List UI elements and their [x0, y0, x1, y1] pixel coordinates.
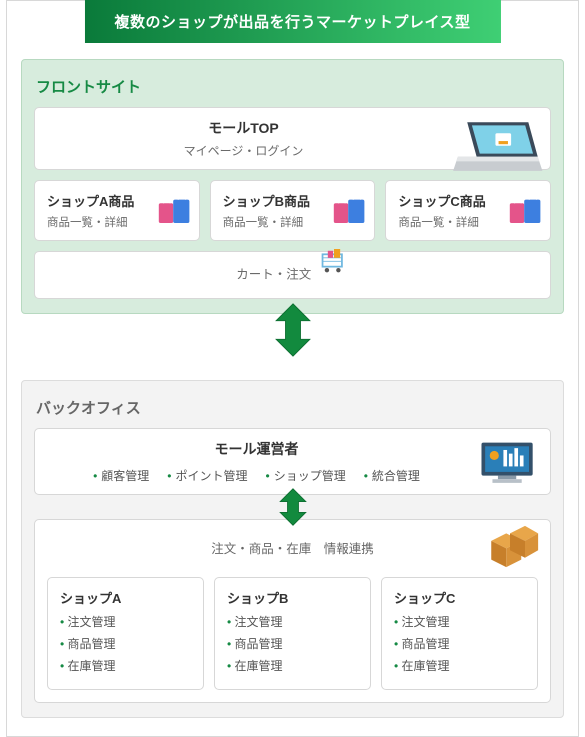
- shop-a-products: ショップA商品 商品一覧・詳細: [34, 180, 200, 241]
- op-item: ポイント管理: [167, 467, 247, 484]
- linkage-box: 注文・商品・在庫 情報連携 ショップA 注文管理 商品管理: [34, 519, 551, 703]
- shopping-bags-icon: [508, 196, 544, 226]
- shop-mgr-title: ショップC: [394, 588, 525, 607]
- mgr-item: 商品管理: [227, 635, 358, 652]
- shop-mgr-title: ショップB: [227, 588, 358, 607]
- bidirectional-arrow-small-icon: [273, 487, 313, 527]
- monitor-icon: [476, 439, 540, 487]
- mgr-item: 注文管理: [227, 613, 358, 630]
- mgr-item: 在庫管理: [227, 657, 358, 674]
- mall-top-sub: マイページ・ログイン: [47, 142, 440, 159]
- front-section: フロントサイト モールTOP マイページ・ログイン ショップA商品 商品一覧・詳…: [21, 59, 564, 314]
- back-title: バックオフィス: [34, 393, 551, 428]
- op-item: 顧客管理: [93, 467, 149, 484]
- mgr-item: 在庫管理: [60, 657, 191, 674]
- shop-product-row: ショップA商品 商品一覧・詳細 ショップB商品 商品一覧・詳細 ショップC商品 …: [34, 180, 551, 241]
- shop-mgr-list: 注文管理 商品管理 在庫管理: [227, 613, 358, 674]
- cart-label: カート・注文: [236, 267, 311, 281]
- mgr-item: 注文管理: [394, 613, 525, 630]
- mgr-item: 注文管理: [60, 613, 191, 630]
- mall-top-card: モールTOP マイページ・ログイン: [34, 107, 551, 170]
- front-title: フロントサイト: [34, 72, 551, 107]
- shop-a-mgr: ショップA 注文管理 商品管理 在庫管理: [47, 577, 204, 690]
- op-item: 統合管理: [364, 467, 420, 484]
- mgr-item: 商品管理: [60, 635, 191, 652]
- operator-list: 顧客管理 ポイント管理 ショップ管理 統合管理: [47, 467, 466, 484]
- mgr-item: 商品管理: [394, 635, 525, 652]
- shop-mgr-row: ショップA 注文管理 商品管理 在庫管理 ショップB 注文管理 商品管理 在庫管…: [47, 577, 538, 690]
- linkage-label: 注文・商品・在庫 情報連携: [47, 532, 538, 567]
- shop-c-products: ショップC商品 商品一覧・詳細: [385, 180, 551, 241]
- op-item: ショップ管理: [266, 467, 346, 484]
- diagram-container: 複数のショップが出品を行うマーケットプレイス型 フロントサイト モールTOP マ…: [6, 0, 579, 737]
- shop-mgr-title: ショップA: [60, 588, 191, 607]
- banner-title: 複数のショップが出品を行うマーケットプレイス型: [84, 0, 500, 43]
- shop-b-products: ショップB商品 商品一覧・詳細: [210, 180, 376, 241]
- mgr-item: 在庫管理: [394, 657, 525, 674]
- laptop-icon: [450, 116, 544, 186]
- shopping-bags-icon: [157, 196, 193, 226]
- back-section: バックオフィス モール運営者 顧客管理 ポイント管理 ショップ管理 統合管理: [21, 380, 564, 718]
- shop-b-mgr: ショップB 注文管理 商品管理 在庫管理: [214, 577, 371, 690]
- boxes-icon: [480, 524, 540, 572]
- operator-card: モール運営者 顧客管理 ポイント管理 ショップ管理 統合管理: [34, 428, 551, 495]
- cart-card: カート・注文: [34, 251, 551, 299]
- shop-mgr-list: 注文管理 商品管理 在庫管理: [60, 613, 191, 674]
- bidirectional-arrow-icon: [265, 302, 321, 358]
- shop-mgr-list: 注文管理 商品管理 在庫管理: [394, 613, 525, 674]
- shop-c-mgr: ショップC 注文管理 商品管理 在庫管理: [381, 577, 538, 690]
- cart-icon: [319, 249, 349, 275]
- shopping-bags-icon: [332, 196, 368, 226]
- mall-top-title: モールTOP: [47, 118, 440, 138]
- operator-title: モール運営者: [47, 439, 466, 459]
